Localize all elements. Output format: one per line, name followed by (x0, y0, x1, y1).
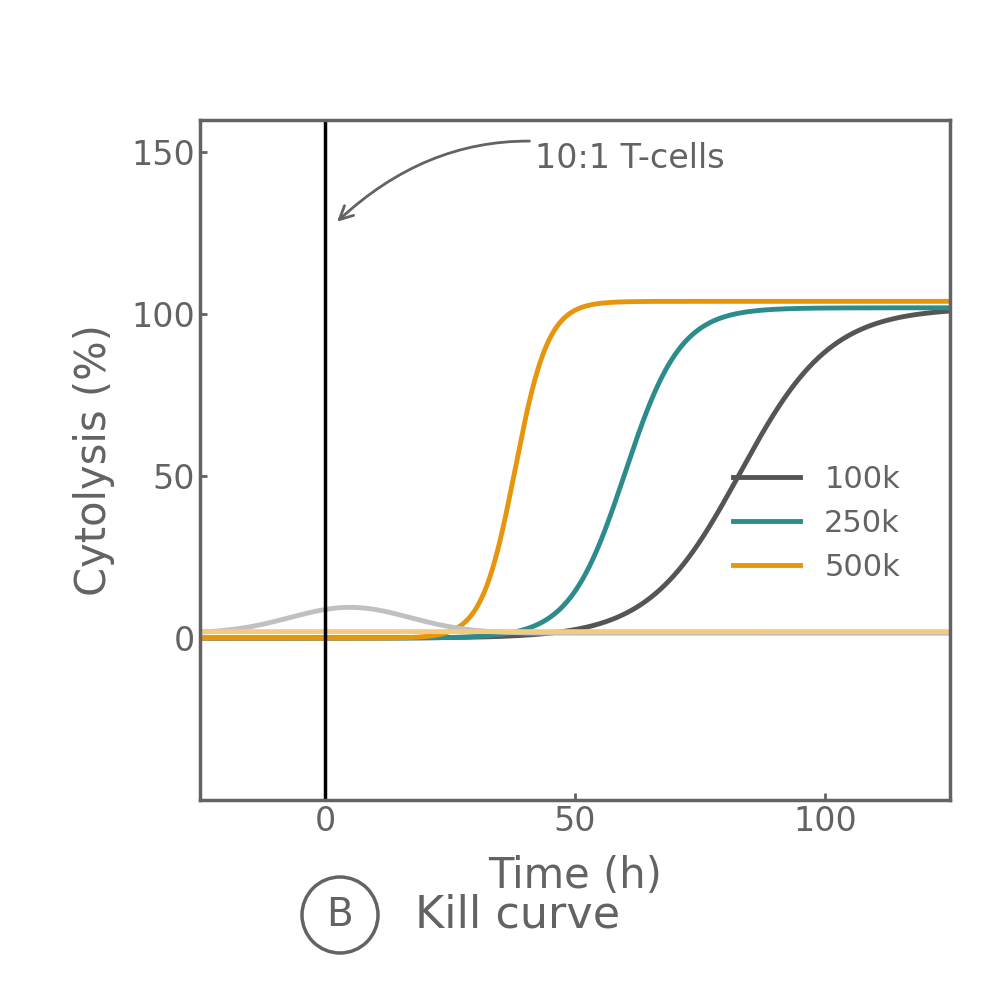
Text: B: B (327, 896, 353, 934)
Text: 10:1 T-cells: 10:1 T-cells (339, 141, 725, 220)
X-axis label: Time (h): Time (h) (488, 855, 662, 897)
Legend: 100k, 250k, 500k: 100k, 250k, 500k (720, 452, 912, 594)
Text: Kill curve: Kill curve (415, 894, 620, 936)
Y-axis label: Cytolysis (%): Cytolysis (%) (73, 324, 115, 596)
